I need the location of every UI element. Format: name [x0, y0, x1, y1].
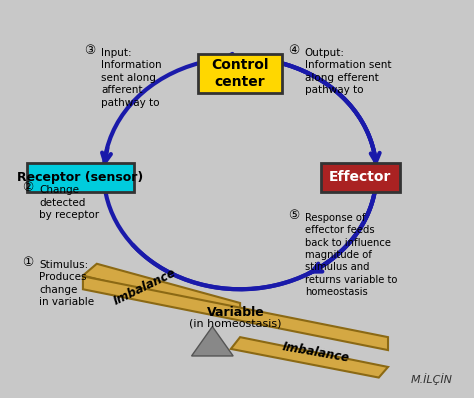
Text: Change
detected
by receptor: Change detected by receptor: [39, 185, 99, 220]
Text: Imbalance: Imbalance: [112, 267, 179, 308]
Text: Input:
Information
sent along
afferent
pathway to: Input: Information sent along afferent p…: [101, 48, 162, 107]
Text: Control
center: Control center: [211, 59, 269, 88]
Polygon shape: [83, 264, 240, 315]
Polygon shape: [231, 337, 388, 378]
Text: Stimulus:
Produces
change
in variable: Stimulus: Produces change in variable: [39, 260, 94, 307]
Text: M.İLÇİN: M.İLÇİN: [411, 373, 453, 385]
FancyBboxPatch shape: [199, 54, 282, 93]
Text: ⑤: ⑤: [288, 209, 299, 222]
Text: ④: ④: [288, 44, 299, 57]
Text: ③: ③: [84, 44, 95, 57]
FancyBboxPatch shape: [321, 163, 400, 192]
FancyBboxPatch shape: [27, 163, 134, 192]
Text: (in homeostasis): (in homeostasis): [189, 318, 282, 328]
Text: Variable: Variable: [207, 306, 264, 319]
Text: Imbalance: Imbalance: [282, 341, 351, 365]
Text: Output:
Information sent
along efferent
pathway to: Output: Information sent along efferent …: [305, 48, 392, 95]
Polygon shape: [83, 276, 388, 350]
Text: Receptor (sensor): Receptor (sensor): [18, 171, 144, 184]
Polygon shape: [191, 326, 233, 356]
Text: ②: ②: [22, 181, 33, 194]
Text: Effector: Effector: [329, 170, 392, 184]
Text: ①: ①: [22, 256, 33, 269]
Text: Response of
effector feeds
back to influence
magnitude of
stimulus and
returns v: Response of effector feeds back to influ…: [305, 213, 397, 297]
